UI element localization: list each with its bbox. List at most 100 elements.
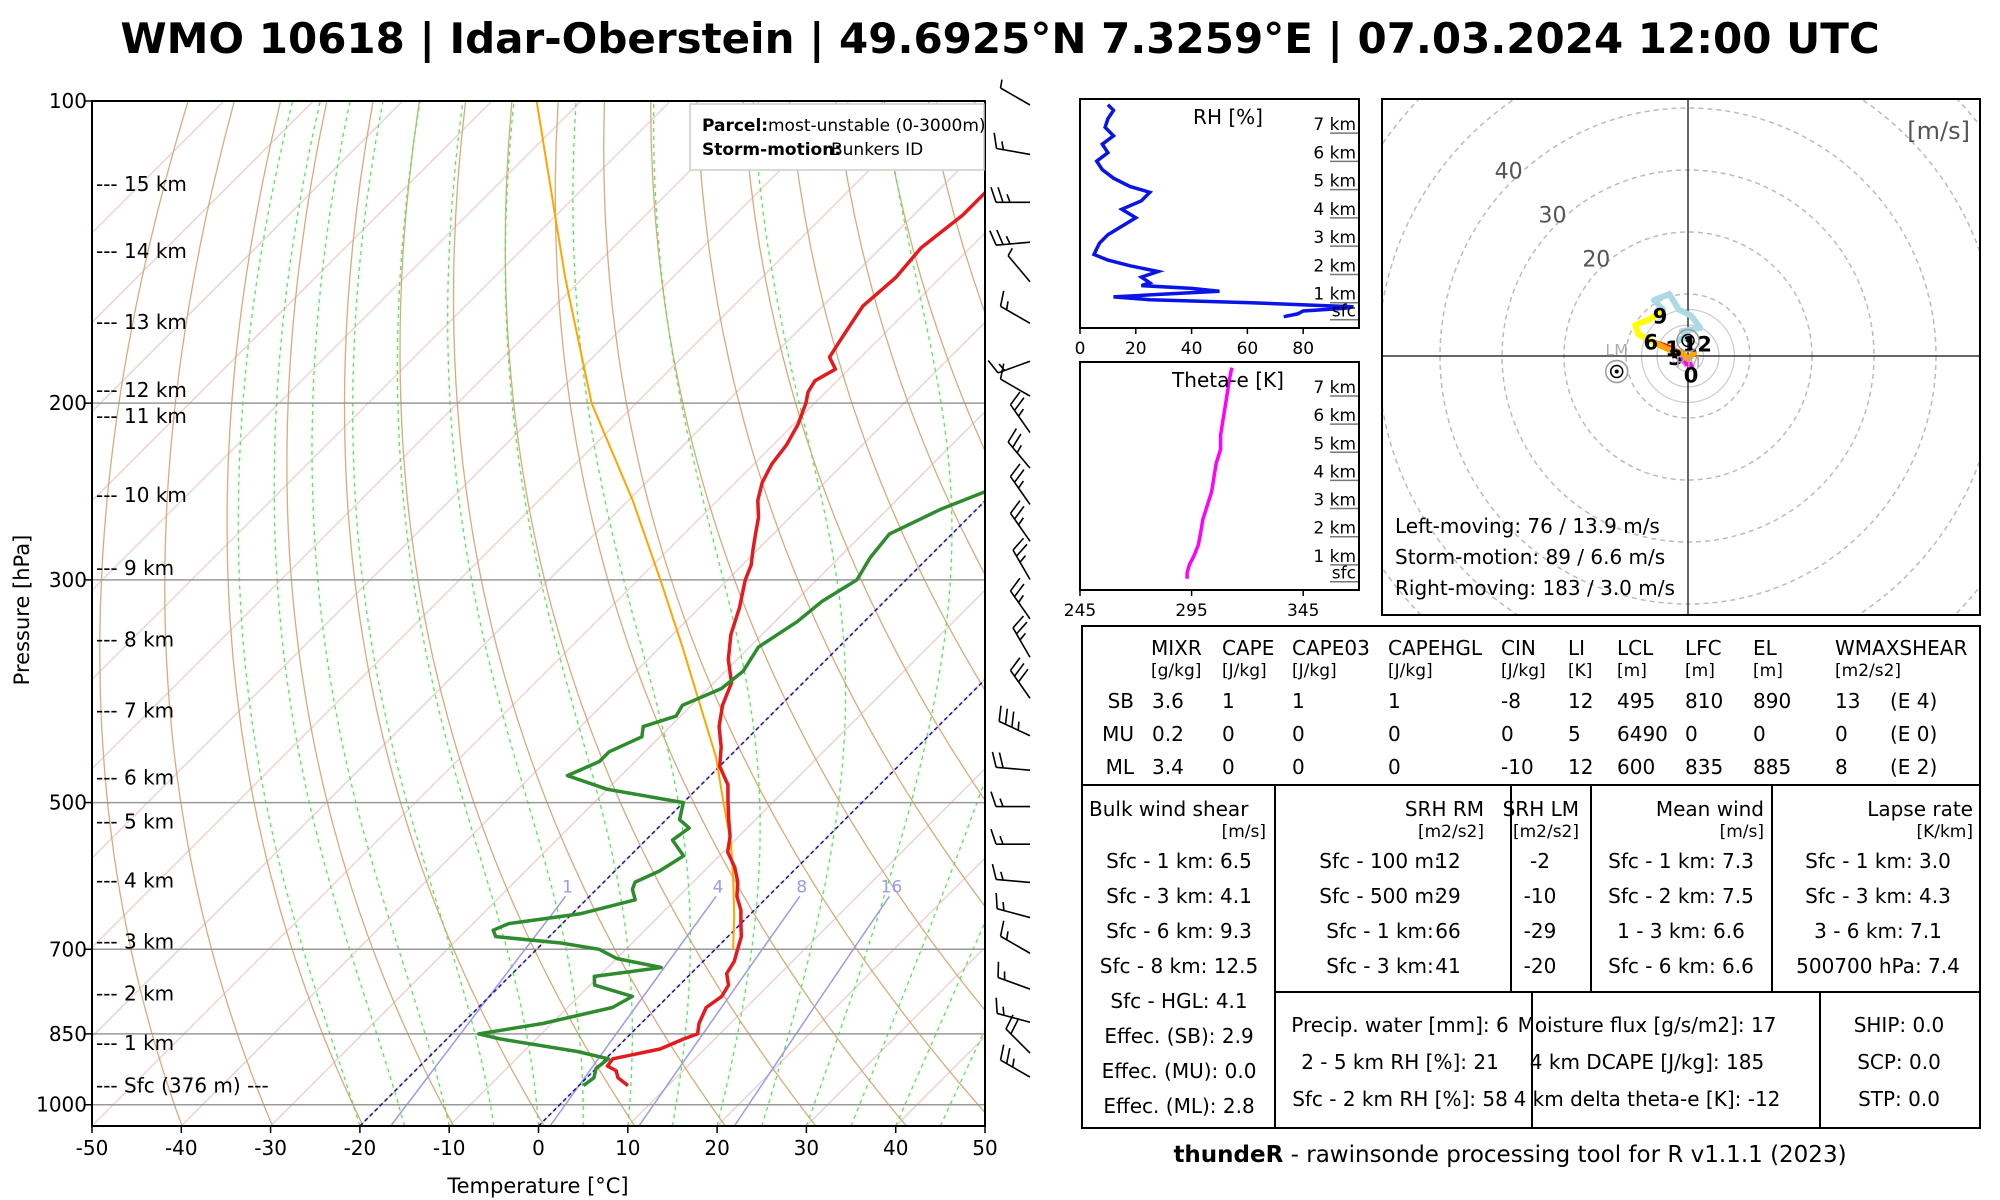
param-header: LCL <box>1617 636 1654 660</box>
parameter-table: MIXR[g/kg]CAPE[J/kg]CAPE03[J/kg]CAPEHGL[… <box>1102 636 1967 779</box>
param-cell: 0.2 <box>1152 722 1184 746</box>
wind-barb <box>997 961 1031 990</box>
isotherm-line <box>92 101 582 592</box>
dewpoint-profile <box>477 489 985 1088</box>
barb-full <box>1009 577 1021 592</box>
isotherm-line <box>92 101 850 860</box>
isotherm-line <box>270 410 985 1126</box>
barb-shaft <box>1005 1028 1031 1054</box>
height-label: --- 13 km <box>96 310 187 334</box>
hodograph-text-left: Left-moving: 76 / 13.9 m/s <box>1395 514 1660 538</box>
barb-full <box>990 828 997 845</box>
param-row-label: SB <box>1108 689 1134 713</box>
moist-adiabat <box>311 101 450 1126</box>
param-cell: 835 <box>1685 755 1723 779</box>
barb-half <box>1017 594 1025 603</box>
barb-shaft <box>996 1012 1031 1023</box>
barb-full <box>1011 711 1015 728</box>
misc-row: 4 km DCAPE [J/kg]: 185 <box>1530 1050 1764 1074</box>
height-tick-label: sfc <box>1332 302 1356 322</box>
y-tick-label: 300 <box>49 568 87 592</box>
dry-adiabat <box>504 101 817 1126</box>
x-tick-label: 50 <box>972 1136 997 1160</box>
moist-adiabat <box>352 101 495 1126</box>
barb-shaft <box>996 908 1031 919</box>
barb-full <box>995 997 998 1014</box>
height-tick-label: 7 km <box>1313 115 1356 135</box>
barb-full <box>990 187 997 203</box>
x-tick-label: 80 <box>1292 339 1314 359</box>
param-header: LI <box>1568 636 1585 660</box>
hodograph-height-label: 9 <box>1653 305 1668 329</box>
y-tick-label: 500 <box>49 791 87 815</box>
barb-full <box>1005 1014 1014 1030</box>
barb-shaft <box>1007 441 1031 469</box>
hodograph-text-storm: Storm-motion: 89 / 6.6 m/s <box>1395 545 1665 569</box>
shear-row: Effec. (ML): 2.8 <box>1103 1094 1254 1118</box>
barb-half <box>1019 555 1027 563</box>
height-tick-label: 4 km <box>1313 462 1356 482</box>
x-tick-label: 295 <box>1175 601 1207 621</box>
dry-adiabat <box>226 101 364 1126</box>
footer-rest: - rawinsonde processing tool for R v1.1.… <box>1283 1142 1847 1168</box>
wind-barb <box>999 363 1031 397</box>
barb-full <box>991 751 997 768</box>
height-label: --- 6 km <box>96 765 174 789</box>
barb-full <box>995 892 998 909</box>
mixing-ratio-label: 1 <box>562 877 573 897</box>
isotherm-line <box>92 101 493 502</box>
param-cell: 0 <box>1222 755 1235 779</box>
srh-rm-unit: [m2/s2] <box>1418 822 1484 842</box>
wind-barb <box>995 892 1031 919</box>
mixing-ratio-line <box>390 895 567 1126</box>
barb-shaft <box>1009 512 1031 542</box>
shear-row: Sfc - HGL: 4.1 <box>1110 989 1247 1013</box>
barb-shaft <box>1009 669 1031 699</box>
hail-growth-label: Hail Growth <box>1054 403 1126 512</box>
param-header: LFC <box>1685 636 1722 660</box>
hodograph-units: [m/s] <box>1907 117 1970 145</box>
x-tick-label: 20 <box>1125 339 1147 359</box>
hodograph-segment <box>1650 291 1704 344</box>
barb-half <box>1002 1006 1005 1016</box>
barb-full <box>999 1044 1005 1061</box>
param-cell: 0 <box>1292 722 1305 746</box>
height-tick-label: 6 km <box>1313 143 1356 163</box>
meanwind-title: Mean wind <box>1656 797 1764 821</box>
param-unit: [m] <box>1753 661 1783 681</box>
param-unit: [J/kg] <box>1222 661 1267 681</box>
index-row: SHIP: 0.0 <box>1854 1013 1945 1037</box>
srh-rm-value: 12 <box>1435 849 1460 873</box>
param-header: EL <box>1753 636 1778 660</box>
srh-lm-value: -2 <box>1530 849 1550 873</box>
shear-unit: [m/s] <box>1222 822 1266 842</box>
x-tick-label: 10 <box>615 1136 640 1160</box>
x-tick-label: 0 <box>1075 339 1086 359</box>
isotherm-line <box>92 101 314 324</box>
height-tick-label: sfc <box>1332 564 1356 584</box>
barb-shaft <box>1000 1059 1031 1078</box>
param-cell: -8 <box>1501 689 1521 713</box>
wind-barb <box>999 1044 1031 1078</box>
theta-e-frame <box>1079 361 1360 591</box>
barb-full <box>1013 662 1025 677</box>
dry-adiabat <box>742 101 985 802</box>
dry-adiabat <box>788 101 985 692</box>
x-tick-label: -20 <box>344 1136 377 1160</box>
param-cell: 1 <box>1222 689 1235 713</box>
height-label: --- 8 km <box>96 628 174 652</box>
barb-full <box>1004 708 1009 725</box>
barb-shaft <box>1012 549 1031 580</box>
wind-barb <box>1007 247 1031 283</box>
barb-full <box>993 132 998 149</box>
dry-adiabat <box>835 101 985 576</box>
panel-title: Theta-e [K] <box>1171 368 1284 392</box>
param-row-label: MU <box>1102 722 1134 746</box>
barb-full <box>1007 428 1018 443</box>
barb-half <box>1017 517 1025 526</box>
isotherm-line <box>716 857 985 1126</box>
wind-barb <box>995 997 1031 1023</box>
x-tick-label: 60 <box>1237 339 1259 359</box>
skewt-xlabel: Temperature [°C] <box>446 1174 628 1198</box>
param-cell: 0 <box>1835 722 1848 746</box>
